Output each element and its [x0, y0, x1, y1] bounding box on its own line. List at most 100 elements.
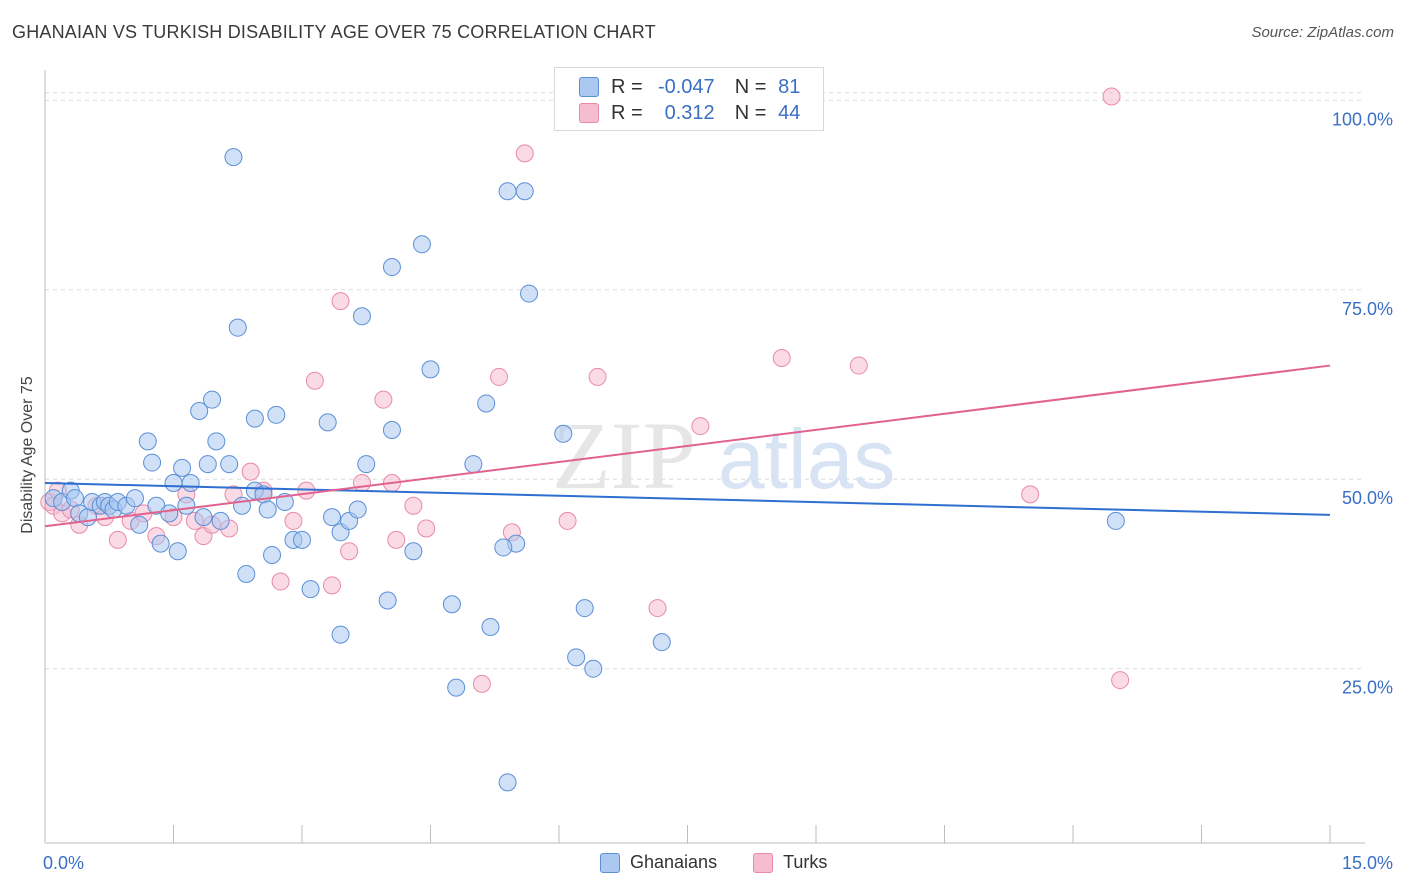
ghanaians-point	[357, 455, 376, 474]
turks-point	[305, 371, 324, 390]
legend-n-label: N =	[734, 101, 767, 124]
gridlines	[45, 92, 1365, 670]
ghanaians-point	[143, 453, 162, 472]
watermark: ZIP atlas	[552, 402, 895, 509]
legend-n-label: N =	[734, 75, 767, 98]
ghanaians-point	[652, 633, 671, 652]
turks-point	[331, 292, 350, 311]
watermark-atlas: atlas	[718, 412, 895, 506]
ghanaians-point	[224, 148, 243, 167]
correlation-legend: R = -0.047 N = 81 R = 0.312 N = 44	[554, 67, 824, 131]
turks-point	[772, 348, 791, 367]
ghanaians-point	[228, 318, 247, 337]
legend-item-turks: Turks	[753, 852, 827, 873]
legend-item-ghanaians: Ghanaians	[600, 852, 717, 873]
tick-labels: 25.0% 50.0% 75.0% 100.0% 0.0% 15.0%	[43, 109, 1393, 873]
ghanaians-point	[164, 474, 183, 493]
ghanaians-point	[1106, 511, 1125, 530]
legend-label-turks: Turks	[783, 852, 828, 872]
ghanaians-point	[233, 496, 252, 515]
ghanaians-point	[263, 546, 282, 565]
turks-point	[588, 367, 607, 386]
ghanaians-point	[382, 258, 401, 277]
ghanaians-point	[173, 458, 192, 477]
legend-r-value: -0.047	[657, 75, 715, 98]
legend-label-ghanaians: Ghanaians	[630, 852, 718, 872]
legend-r-value: 0.312	[664, 101, 715, 124]
turks-point	[849, 356, 868, 375]
ghanaians-point	[447, 678, 466, 697]
legend-r-label: R =	[611, 75, 643, 98]
legend-r-label: R =	[611, 101, 643, 124]
ghanaians-point	[211, 511, 230, 530]
ghanaians-point	[584, 659, 603, 678]
ghanaians-point	[220, 455, 239, 474]
y-tick-label: 50.0%	[1342, 488, 1393, 508]
ghanaians-point	[258, 500, 277, 519]
turks-point	[340, 542, 359, 561]
ghanaians-point	[237, 564, 256, 583]
ghanaians-point	[181, 474, 200, 493]
chart-title: GHANAIAN VS TURKISH DISABILITY AGE OVER …	[12, 22, 656, 42]
ghanaians-point	[494, 538, 513, 557]
watermark-zip: ZIP	[552, 402, 696, 509]
source-label: Source: ZipAtlas.com	[1251, 24, 1394, 41]
ghanaians-point	[207, 432, 226, 451]
ghanaians-point	[498, 182, 517, 201]
ghanaians-point	[352, 307, 371, 326]
legend-row-ghanaians: R = -0.047 N = 81	[579, 74, 800, 100]
blue-swatch-icon	[579, 77, 599, 97]
turks-point	[352, 474, 371, 493]
ghanaians-points	[44, 148, 1125, 792]
ghanaians-point	[318, 413, 337, 432]
ghanaians-point	[412, 235, 431, 254]
y-axis-label: Disability Age Over 75	[19, 376, 36, 534]
legend-row-turks: R = 0.312 N = 44	[579, 100, 800, 126]
x-tick-label-max: 15.0%	[1342, 853, 1393, 873]
turks-point	[417, 519, 436, 538]
ghanaians-point	[378, 591, 397, 610]
ghanaians-point	[138, 432, 157, 451]
turks-point	[241, 462, 260, 481]
turks-point	[387, 530, 406, 549]
ghanaians-point	[125, 489, 144, 508]
ghanaians-point	[421, 360, 440, 379]
ghanaians-point	[464, 455, 483, 474]
ghanaians-point	[245, 409, 264, 428]
trend-lines	[44, 364, 1331, 528]
ghanaians-point	[554, 424, 573, 443]
turks-point	[472, 674, 491, 693]
ghanaians-point	[151, 534, 170, 553]
ghanaians-point	[322, 508, 341, 527]
turks-point	[374, 390, 393, 409]
ghanaians-point	[194, 508, 213, 527]
pink-swatch-icon	[579, 103, 599, 123]
ghanaians-point	[203, 390, 222, 409]
ghanaians-point	[498, 773, 517, 792]
ghanaians-point	[168, 542, 187, 561]
y-tick-label: 75.0%	[1342, 299, 1393, 319]
x-tick-label-min: 0.0%	[43, 853, 84, 873]
axes	[44, 70, 1365, 844]
turks-point	[271, 572, 290, 591]
turks-trend-line	[44, 364, 1331, 528]
ghanaians-point	[477, 394, 496, 413]
turks-point	[284, 511, 303, 530]
ghanaians-point	[382, 420, 401, 439]
legend-n-value: 44	[778, 101, 801, 124]
turks-point	[322, 576, 341, 595]
pink-swatch-icon	[753, 852, 774, 873]
ghanaians-point	[267, 405, 286, 424]
ghanaians-trend-line	[44, 482, 1331, 516]
turks-point	[108, 530, 127, 549]
ghanaians-point	[65, 489, 84, 508]
ghanaians-point	[567, 648, 586, 667]
turks-point	[404, 496, 423, 515]
ghanaians-point	[198, 455, 217, 474]
ghanaians-point	[190, 402, 209, 421]
ghanaians-point	[293, 530, 311, 549]
ghanaians-point	[130, 515, 149, 534]
turks-point	[1111, 671, 1130, 690]
ghanaians-point	[575, 599, 594, 618]
